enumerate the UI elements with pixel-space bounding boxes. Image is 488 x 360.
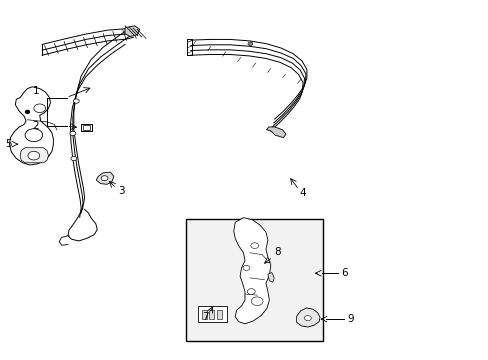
Text: 1: 1 (32, 86, 39, 96)
Circle shape (28, 151, 40, 160)
Text: 9: 9 (347, 314, 353, 324)
Polygon shape (198, 306, 227, 321)
Bar (202, 310, 206, 319)
Polygon shape (267, 273, 274, 282)
FancyBboxPatch shape (83, 126, 90, 130)
Circle shape (101, 176, 108, 181)
Text: 7: 7 (202, 312, 208, 322)
Circle shape (70, 131, 76, 135)
Bar (209, 310, 214, 319)
Circle shape (71, 156, 77, 161)
Polygon shape (9, 87, 53, 165)
Bar (216, 310, 221, 319)
Text: 2: 2 (32, 121, 39, 131)
Bar (185, 220, 322, 341)
Circle shape (304, 316, 311, 320)
Circle shape (247, 289, 255, 294)
Polygon shape (96, 172, 114, 184)
Circle shape (243, 265, 249, 270)
Polygon shape (125, 26, 140, 37)
Text: 3: 3 (118, 186, 124, 196)
FancyBboxPatch shape (81, 125, 92, 131)
Text: 5: 5 (5, 139, 11, 149)
Circle shape (25, 129, 42, 141)
Text: 8: 8 (274, 247, 281, 257)
Polygon shape (296, 308, 320, 327)
Circle shape (73, 99, 79, 103)
Polygon shape (20, 148, 48, 163)
Circle shape (34, 104, 45, 113)
Text: 4: 4 (299, 188, 305, 198)
Text: 6: 6 (341, 268, 347, 278)
Circle shape (251, 297, 263, 306)
Circle shape (25, 111, 29, 113)
Polygon shape (233, 218, 270, 324)
Polygon shape (266, 127, 285, 138)
Circle shape (250, 243, 258, 248)
Circle shape (247, 42, 252, 45)
